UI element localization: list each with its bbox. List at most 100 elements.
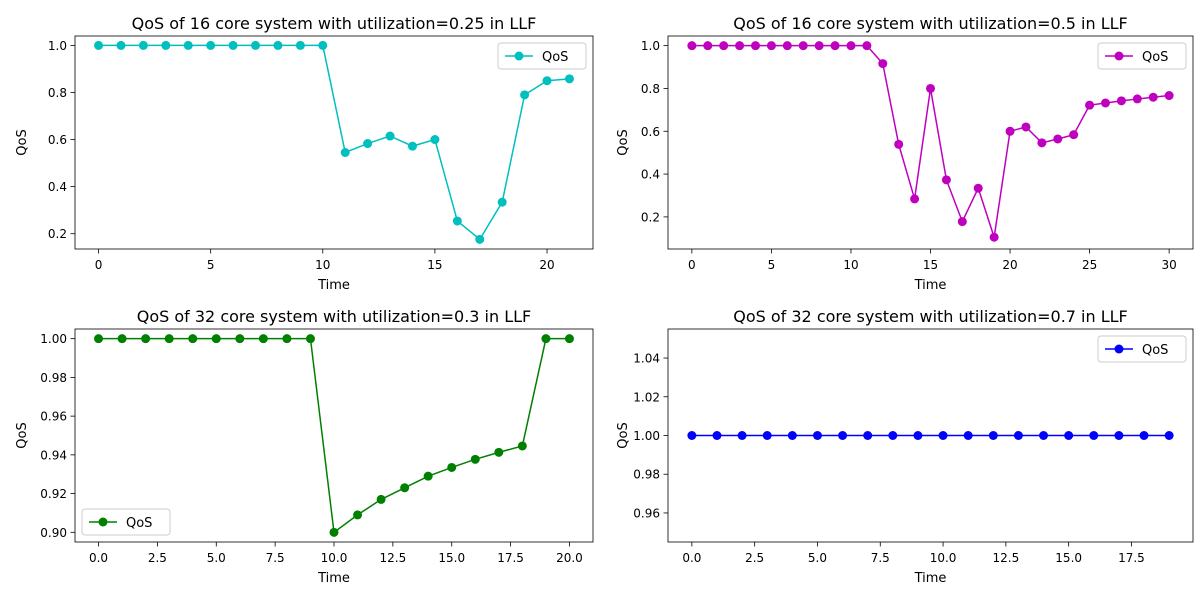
y-tick-label: 1.00 <box>633 429 660 443</box>
x-tick-label: 15.0 <box>438 551 465 565</box>
x-tick-label: 5.0 <box>808 551 827 565</box>
data-point <box>363 139 373 149</box>
y-tick-label: 0.2 <box>641 210 660 224</box>
axes-frame <box>74 328 594 543</box>
data-point <box>814 41 824 51</box>
data-point <box>329 527 339 537</box>
data-point <box>564 334 574 344</box>
y-axis-label: QoS <box>616 129 631 155</box>
data-point <box>188 334 198 344</box>
x-tick-label: 2.5 <box>745 551 764 565</box>
x-tick-label: 0.0 <box>89 551 108 565</box>
data-point <box>94 334 104 344</box>
y-tick-label: 0.8 <box>641 82 660 96</box>
data-point <box>751 41 760 51</box>
x-tick-label: 30 <box>1161 258 1176 272</box>
data-point <box>735 41 745 51</box>
data-point <box>862 41 872 51</box>
legend-box <box>81 508 171 536</box>
legend: QoS <box>1097 335 1187 363</box>
y-tick-label: 0.92 <box>40 487 67 501</box>
data-point <box>407 141 417 151</box>
y-tick-label: 0.98 <box>633 468 660 482</box>
chart-title: QoS of 32 core system with utilization=0… <box>733 307 1128 326</box>
x-tick-label: 20 <box>1002 258 1017 272</box>
x-tick-label: 0.0 <box>682 551 701 565</box>
axes-frame <box>667 328 1194 543</box>
x-tick-label: 10 <box>843 258 858 272</box>
chart-panel-4: QoS of 32 core system with utilization=0… <box>616 307 1194 586</box>
data-point <box>1085 100 1095 110</box>
data-point <box>340 148 350 158</box>
series-line <box>691 44 1170 238</box>
data-point <box>470 454 480 464</box>
legend-label: QoS <box>1142 343 1168 358</box>
chart-title: QoS of 32 core system with utilization=0… <box>137 307 532 326</box>
data-point <box>1164 431 1174 440</box>
data-point <box>712 431 722 440</box>
legend: QoS <box>81 508 171 536</box>
x-tick-label: 17.5 <box>1118 551 1145 565</box>
x-tick-label: 10.0 <box>930 551 957 565</box>
legend: QoS <box>1097 42 1187 70</box>
y-tick-label: 0.6 <box>641 125 660 139</box>
data-point <box>798 41 808 51</box>
data-point <box>737 431 747 440</box>
data-point <box>687 431 697 440</box>
legend-marker <box>98 517 108 527</box>
data-point <box>116 40 126 50</box>
data-point <box>161 40 171 50</box>
legend-marker <box>1114 344 1124 354</box>
x-tick-label: 0 <box>95 258 103 272</box>
data-point <box>376 494 386 504</box>
data-point <box>812 431 822 440</box>
y-tick-label: 1.02 <box>633 390 660 404</box>
x-tick-label: 7.5 <box>871 551 890 565</box>
data-point <box>141 334 151 344</box>
chart-panel-3: QoS of 32 core system with utilization=0… <box>15 307 594 586</box>
y-tick-label: 0.8 <box>48 86 67 100</box>
data-point <box>1116 96 1126 106</box>
data-point <box>564 74 574 84</box>
legend: QoS <box>497 42 587 70</box>
data-point <box>282 334 292 344</box>
data-point <box>117 334 127 344</box>
legend-box <box>1097 42 1187 70</box>
data-point <box>447 462 457 472</box>
y-tick-label: 0.90 <box>40 526 67 540</box>
chart-title: QoS of 16 core system with utilization=0… <box>132 14 537 33</box>
legend-marker <box>514 51 524 61</box>
data-point <box>1069 130 1079 140</box>
data-point <box>1037 138 1047 148</box>
data-point <box>1132 94 1142 104</box>
data-point <box>973 183 983 193</box>
x-tick-label: 7.5 <box>266 551 285 565</box>
data-point <box>1005 126 1015 136</box>
data-point <box>913 431 923 440</box>
x-tick-label: 10 <box>315 258 330 272</box>
x-tick-label: 17.5 <box>497 551 524 565</box>
data-point <box>894 139 904 149</box>
data-point <box>400 483 410 493</box>
x-axis-label: Time <box>914 571 947 586</box>
data-point <box>1013 431 1023 440</box>
data-point <box>787 431 797 440</box>
data-point <box>430 135 440 145</box>
y-tick-label: 0.96 <box>633 506 660 520</box>
legend-marker <box>1114 51 1124 61</box>
data-point <box>423 471 433 481</box>
data-point <box>1148 92 1158 102</box>
x-tick-label: 10.0 <box>321 551 348 565</box>
x-tick-label: 12.5 <box>992 551 1019 565</box>
legend-label: QoS <box>1142 50 1168 65</box>
data-point <box>766 41 776 51</box>
data-point <box>542 76 552 86</box>
data-point <box>878 59 888 69</box>
data-point <box>1053 134 1063 144</box>
data-point <box>497 197 507 207</box>
chart-panel-2: QoS of 16 core system with utilization=0… <box>616 14 1194 293</box>
data-point <box>273 40 283 50</box>
y-tick-label: 0.98 <box>40 371 67 385</box>
legend-box <box>497 42 587 70</box>
